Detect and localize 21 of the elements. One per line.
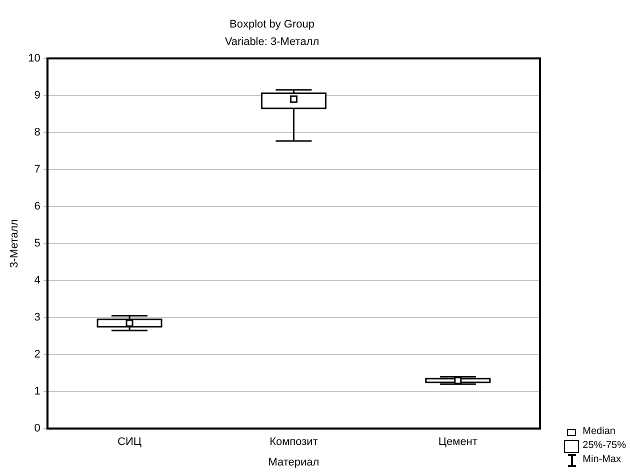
text: Median	[582, 425, 616, 439]
y-tick-label: 7	[34, 163, 40, 176]
x-axis-title: Материал	[268, 456, 320, 468]
chart-subtitle: Variable: 3-Металл	[224, 36, 320, 48]
text: 25%-75%	[582, 439, 626, 453]
y-tick-label: 3	[34, 312, 40, 324]
x-tick-label: Композит	[270, 436, 318, 448]
y-axis-title: 3-Металл	[8, 219, 21, 268]
x-tick-label: Цемент	[438, 436, 478, 448]
text: Min-Max	[582, 453, 621, 467]
y-tick-label: 8	[34, 126, 40, 138]
y-tick-label: 5	[34, 238, 40, 250]
y-tick-label: 1	[34, 386, 40, 398]
x-tick-label: СИЦ	[118, 436, 142, 448]
y-tick-label: 6	[34, 200, 40, 213]
y-tick-label: 2	[34, 348, 40, 361]
y-tick-label: 10	[28, 52, 40, 64]
y-tick-label: 0	[34, 422, 40, 435]
y-tick-label: 4	[34, 274, 40, 287]
y-tick-label: 9	[34, 89, 40, 102]
chart-title: Boxplot by Group	[230, 18, 314, 31]
